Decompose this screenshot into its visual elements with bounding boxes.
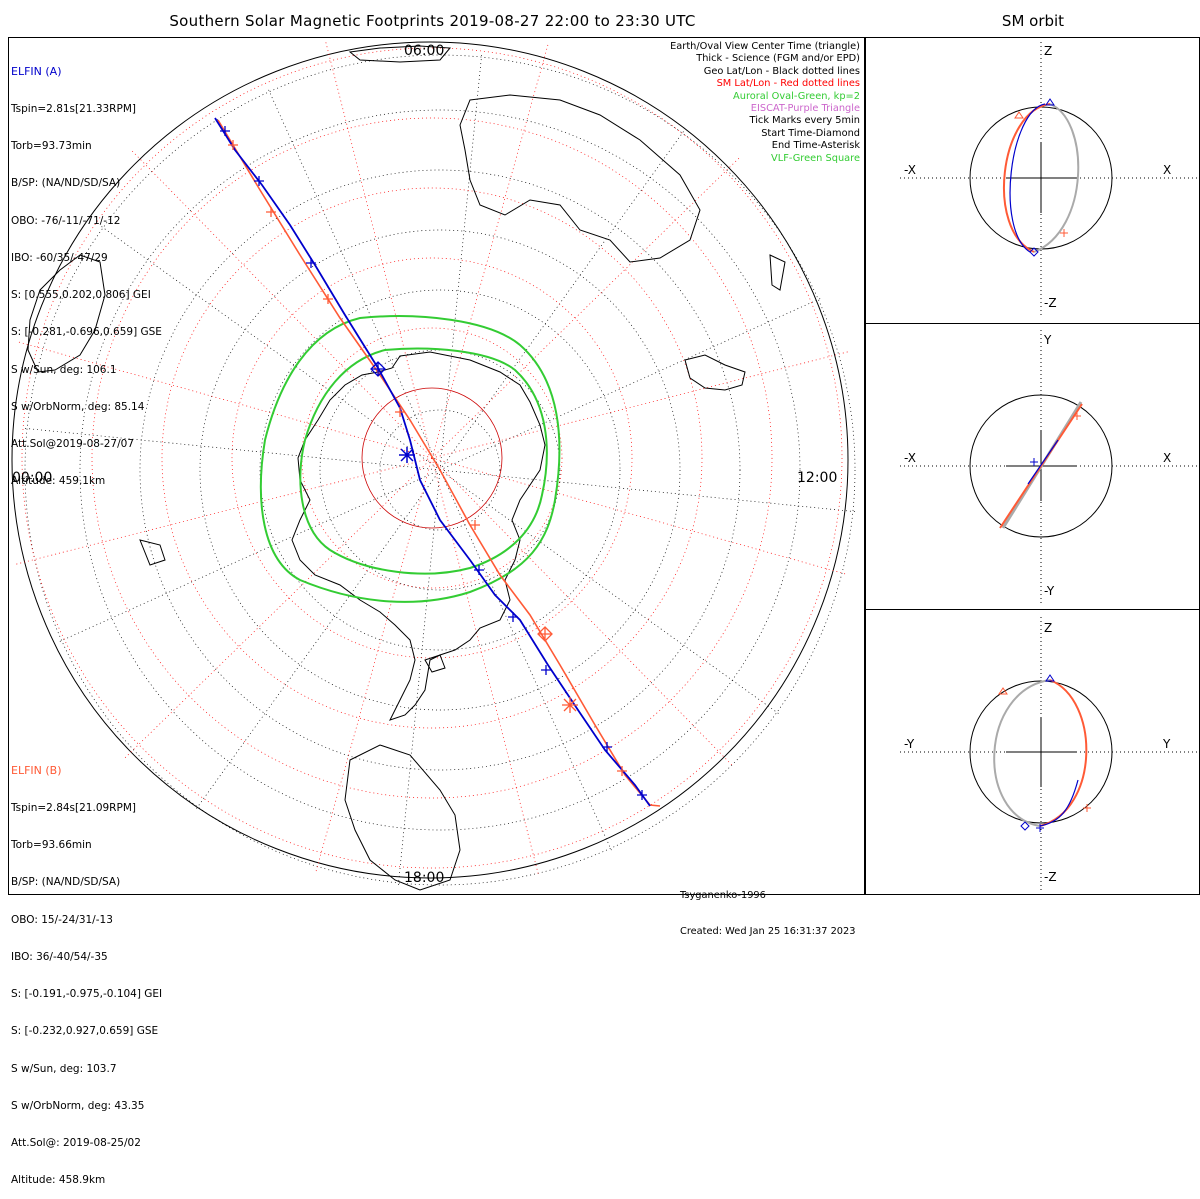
legend-item: Start Time-Diamond [761, 127, 860, 139]
footprint-map-svg [11, 41, 1200, 891]
elfin-b-ticks [228, 140, 627, 776]
elfin-a-header: ELFIN (A) [11, 64, 62, 78]
elfin-b-line: Torb=93.66min [11, 839, 92, 852]
elfin-a-line: IBO: -60/35/-47/29 [11, 251, 108, 264]
elfin-a-ticks [220, 126, 647, 800]
legend-item: SM Lat/Lon - Red dotted lines [716, 78, 860, 90]
legend-item: Earth/Oval View Center Time (triangle) [670, 41, 860, 52]
orbit-yz-right-label: Y [1163, 737, 1171, 751]
auroral-oval-inner [299, 347, 548, 575]
new-zealand-coast [684, 354, 746, 391]
elfin-b-line: Att.Sol@: 2019-08-25/02 [11, 1137, 141, 1149]
sm-inner-circle [361, 387, 503, 529]
elfin-a-line: B/SP: (NA/ND/SD/SA) [11, 177, 121, 190]
elfin-b-line: OBO: 15/-24/31/-13 [11, 913, 113, 926]
elfin-a-start-diamond [370, 361, 386, 377]
orbit-xz-right-label: X [1163, 163, 1172, 177]
elfin-b-line: S: [-0.232,0.927,0.659] GSE [11, 1025, 159, 1038]
elfin-b-start-diamond [537, 626, 553, 642]
plot-title: Southern Solar Magnetic Footprints 2019-… [169, 12, 696, 30]
elfin-a-line: Tspin=2.81s[21.33RPM] [11, 103, 136, 116]
africa-coast [27, 254, 106, 373]
elfin-b-line: IBO: 36/-40/54/-35 [11, 950, 108, 963]
elfin-b-line: S: [-0.191,-0.975,-0.104] GEI [11, 988, 163, 1001]
orbit-yz-left-label: -Y [904, 737, 915, 751]
mlt-label-right: 12:00 [797, 470, 838, 486]
antarctica-coast [291, 351, 546, 721]
orbit-xz-left-label: -X [904, 163, 916, 177]
south-america-coast [344, 744, 461, 891]
auroral-oval-outer [259, 315, 561, 603]
elfin-a-track [214, 117, 651, 807]
elfin-b-end-asterisk [562, 697, 578, 713]
legend-item: End Time-Asterisk [771, 140, 860, 152]
elfin-b-track [217, 119, 661, 807]
orbit-xy-bottom-label: -Y [1044, 584, 1055, 598]
elfin-b-line: S w/OrbNorm, deg: 43.35 [11, 1099, 145, 1112]
elfin-b-info: ELFIN (B) Tspin=2.84s[21.09RPM] Torb=93.… [11, 740, 162, 1199]
model-label: Tsyganenko-1996 [680, 890, 766, 901]
elfin-a-info: ELFIN (A) Tspin=2.81s[21.33RPM] Torb=93.… [11, 41, 162, 500]
orbit-yz-plot [900, 617, 1200, 890]
elfin-a-line: S: [0.555,0.202,0.806] GEI [11, 289, 151, 302]
orbit-yz-bottom-label: -Z [1044, 870, 1057, 884]
geo-grid [22, 52, 858, 888]
elfin-b-line: B/SP: (NA/ND/SD/SA) [11, 876, 121, 889]
legend-item: EISCAT-Purple Triangle [750, 103, 860, 115]
legend-item: Tick Marks every 5min [749, 115, 860, 127]
orbit-xz-top-label: Z [1044, 44, 1053, 58]
created-label: Created: Wed Jan 25 16:31:37 2023 [680, 926, 856, 937]
mlt-label-bottom: 18:00 [404, 870, 445, 886]
mlt-label-top: 06:00 [404, 43, 445, 59]
mlt-label-left: 00:00 [12, 470, 53, 486]
legend-item: Thick - Science (FGM and/or EPD) [696, 53, 860, 65]
elfin-a-line: OBO: -76/-11/-71/-12 [11, 214, 121, 227]
orbit-xy-top-label: Y [1044, 333, 1052, 347]
australia-coast [459, 94, 701, 263]
view-center-asterisk [399, 447, 415, 463]
footer: Tsyganenko-1996 Created: Wed Jan 25 16:3… [680, 866, 856, 950]
coastlines [27, 45, 786, 891]
orbit-title: SM orbit [1001, 12, 1065, 30]
elfin-b-line: Tspin=2.84s[21.09RPM] [11, 802, 136, 815]
elfin-b-line: Altitude: 458.9km [11, 1174, 106, 1187]
orbit-xz-plot [900, 42, 1200, 318]
legend: Earth/Oval View Center Time (triangle) Th… [670, 41, 860, 165]
legend-item: Auroral Oval-Green, kp=2 [733, 90, 860, 102]
orbit-yz-top-label: Z [1044, 621, 1053, 635]
orbit-xy-right-label: X [1163, 451, 1172, 465]
orbit-xy-plot [900, 330, 1200, 605]
globe-outline [11, 41, 849, 879]
legend-item: Geo Lat/Lon - Black dotted lines [703, 65, 860, 77]
orbit-xz-bottom-label: -Z [1044, 296, 1057, 310]
elfin-a-line: S w/Sun, deg: 106.1 [11, 363, 117, 376]
elfin-a-line: Altitude: 459.1km [11, 475, 106, 488]
legend-item: VLF-Green Square [771, 152, 860, 164]
footprint-map-frame [8, 37, 865, 895]
elfin-a-line: Torb=93.73min [11, 140, 92, 153]
elfin-a-line: S: [-0.281,-0.696,0.659] GSE [11, 326, 162, 339]
orbit-xy-left-label: -X [904, 451, 916, 465]
elfin-b-header: ELFIN (B) [11, 763, 62, 777]
elfin-a-line: Att.Sol@2019-08-27/07 [11, 438, 134, 450]
elfin-b-line: S w/Sun, deg: 103.7 [11, 1062, 117, 1075]
elfin-a-line: S w/OrbNorm, deg: 85.14 [11, 400, 145, 413]
